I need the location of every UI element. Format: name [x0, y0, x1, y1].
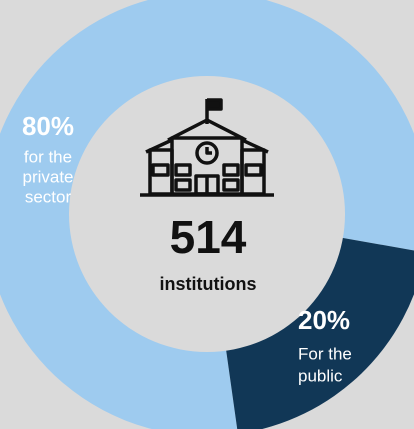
- segment-description: sector: [25, 187, 72, 206]
- donut-hole: [69, 76, 345, 352]
- segment-description: public: [298, 366, 343, 385]
- segment-description: private: [22, 167, 73, 186]
- center-label: institutions: [160, 274, 257, 294]
- school-icon: [140, 98, 274, 197]
- value-label: 20%: [298, 305, 350, 335]
- segment-description: For the: [298, 344, 352, 363]
- segment-description: for the: [24, 147, 72, 166]
- value-label: 80%: [22, 111, 74, 141]
- center-value: 514: [170, 211, 247, 263]
